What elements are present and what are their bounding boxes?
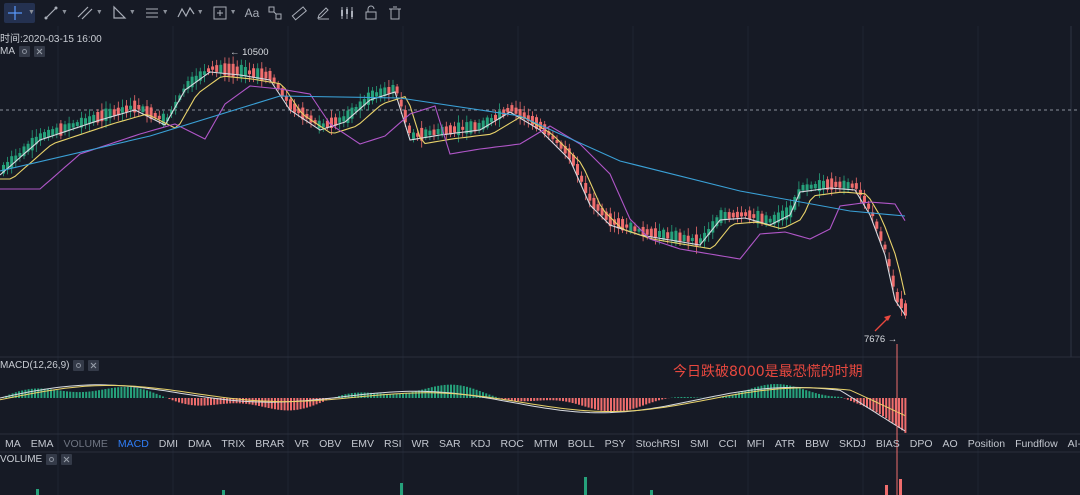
close-icon[interactable] [61, 454, 73, 465]
volume-bars [36, 477, 902, 495]
frame-tool[interactable]: ▼ [212, 3, 237, 23]
chevron-down-icon: ▼ [28, 9, 35, 16]
indicator-tab-bias[interactable]: BIAS [875, 438, 900, 450]
moving-average-lines [0, 71, 906, 316]
indicator-tab-bbw[interactable]: BBW [805, 438, 829, 450]
annotation-text: 今日跌破8000是最恐慌的时期 [673, 364, 863, 380]
indicator-tab-dma[interactable]: DMA [188, 438, 212, 450]
chevron-down-icon: ▼ [95, 9, 103, 16]
indicator-tab-trix[interactable]: TRIX [221, 438, 246, 450]
high-price-mark: ← 10500 [230, 47, 269, 58]
triangle-ruler-icon [113, 5, 127, 19]
indicator-tab-kdj[interactable]: KDJ [470, 438, 491, 450]
chevron-down-icon: ▼ [196, 9, 204, 16]
settings-icon[interactable] [19, 46, 30, 57]
macd-pane-label: MACD(12,26,9) [0, 360, 100, 371]
frame-plus-icon [213, 6, 227, 19]
candles-icon [341, 6, 354, 19]
indicator-tab-position[interactable]: Position [967, 438, 1006, 450]
settings-icon[interactable] [73, 360, 85, 371]
indicator-tab-obv[interactable]: OBV [319, 438, 342, 450]
indicator-tab-brar[interactable]: BRAR [255, 438, 285, 450]
main-indicator-name: MA [0, 46, 15, 57]
delete-tool[interactable] [387, 3, 403, 23]
indicator-tab-atr[interactable]: ATR [774, 438, 796, 450]
pattern-tool[interactable] [267, 3, 283, 23]
drawing-toolbar: ▼ ▼ ▼ ▼ ▼ ▼ ▼ Aa [0, 0, 1080, 25]
indicator-tab-boll[interactable]: BOLL [567, 438, 595, 450]
indicator-tab-vr[interactable]: VR [294, 438, 310, 450]
low-price-mark: 7676 → [864, 334, 898, 345]
text-tool-label: Aa [244, 5, 260, 20]
indicator-tab-wr[interactable]: WR [411, 438, 430, 450]
chevron-down-icon: ▼ [128, 9, 136, 16]
indicator-tab-fundflow[interactable]: Fundflow [1015, 438, 1058, 450]
indicator-tab-mtm[interactable]: MTM [533, 438, 558, 450]
indicator-tab-smi[interactable]: SMI [689, 438, 709, 450]
candlesticks [2, 56, 907, 319]
indicator-tabs: MA EMA VOLUME MACD DMI DMA TRIX BRAR VR OBV EMV RSI… [0, 436, 1080, 452]
time-label: 时间:2020-03-15 16:00 [0, 34, 102, 45]
indicator-tab-mfi[interactable]: MFI [746, 438, 765, 450]
chart-area[interactable]: 时间:2020-03-15 16:00 MA ← 10500 7676 → MA… [0, 26, 1080, 495]
wave-pattern-icon [177, 6, 195, 17]
chevron-down-icon: ▼ [60, 9, 68, 16]
wave-tool[interactable]: ▼ [177, 3, 204, 23]
indicator-tab-ema[interactable]: EMA [30, 438, 54, 450]
trend-line-icon [44, 6, 58, 19]
lock-tool[interactable] [363, 3, 379, 23]
chevron-down-icon: ▼ [229, 9, 237, 16]
indicator-tab-ao[interactable]: AO [942, 438, 958, 450]
indicator-tab-psy[interactable]: PSY [604, 438, 626, 450]
grid-lines [57, 26, 1072, 495]
indicator-tab-macd[interactable]: MACD [117, 438, 149, 450]
close-icon[interactable] [88, 360, 100, 371]
horizontal-line-tool[interactable]: ▼ [144, 3, 169, 23]
indicator-tab-roc[interactable]: ROC [500, 438, 524, 450]
ruler-tool[interactable] [291, 3, 308, 23]
indicator-tab-volume[interactable]: VOLUME [63, 438, 108, 450]
pattern-icon [268, 6, 282, 19]
indicator-tab-ai-netvol[interactable]: AI-NetVOL [1067, 438, 1080, 450]
channel-tool[interactable]: ▼ [76, 3, 103, 23]
magnet-tool[interactable] [339, 3, 355, 23]
measure-tool[interactable]: ▼ [111, 3, 136, 23]
line-tool[interactable]: ▼ [43, 3, 68, 23]
indicator-tab-emv[interactable]: EMV [351, 438, 375, 450]
indicator-tab-ma[interactable]: MA [5, 438, 21, 450]
volume-pane-label: VOLUME [0, 454, 73, 465]
pencil-icon [317, 6, 330, 19]
chart-canvas[interactable] [0, 26, 1080, 495]
indicator-tab-dpo[interactable]: DPO [909, 438, 933, 450]
horizontal-lines-icon [145, 8, 158, 17]
indicator-tab-cci[interactable]: CCI [718, 438, 737, 450]
close-icon[interactable] [34, 46, 45, 57]
indicator-tab-skdj[interactable]: SKDJ [838, 438, 866, 450]
lock-icon [365, 5, 377, 19]
parallel-channel-icon [77, 6, 93, 19]
trash-icon [389, 6, 402, 19]
crosshair-tool[interactable]: ▼ [4, 2, 35, 23]
chevron-down-icon: ▼ [161, 9, 169, 16]
macd-indicator-name: MACD(12,26,9) [0, 360, 70, 371]
indicator-tab-rsi[interactable]: RSI [384, 438, 402, 450]
crosshair-icon [8, 5, 22, 20]
indicator-tab-dmi[interactable]: DMI [158, 438, 179, 450]
brush-tool[interactable] [315, 3, 331, 23]
text-tool[interactable]: Aa [245, 3, 260, 23]
main-pane-label: MA [0, 46, 45, 57]
indicator-tab-stochrsi[interactable]: StochRSI [635, 438, 680, 450]
macd-histogram [0, 384, 907, 433]
indicator-tab-sar[interactable]: SAR [439, 438, 461, 450]
ruler-icon [291, 5, 308, 21]
volume-indicator-name: VOLUME [0, 454, 43, 465]
settings-icon[interactable] [46, 454, 58, 465]
arrow-head-icon [884, 315, 891, 321]
